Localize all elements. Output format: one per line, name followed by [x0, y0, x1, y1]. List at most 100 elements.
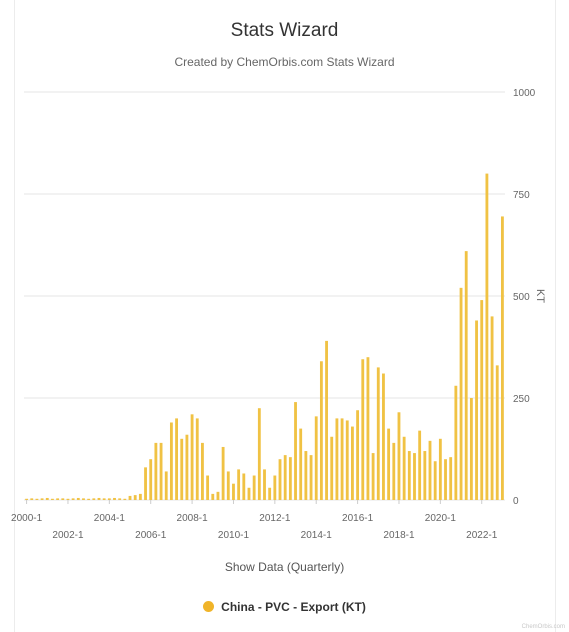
bar-2012-4[interactable]: [288, 457, 292, 500]
bar-2008-4[interactable]: [206, 475, 210, 500]
bar-2000-4[interactable]: [40, 498, 44, 500]
bar-2012-3[interactable]: [283, 455, 287, 500]
bar-2014-3[interactable]: [325, 340, 328, 500]
bar-2015-3[interactable]: [345, 420, 349, 500]
bar-2010-1[interactable]: [232, 483, 235, 500]
bar-2013-3[interactable]: [304, 451, 308, 500]
bar-2007-3[interactable]: [180, 438, 184, 500]
bar-2000-2[interactable]: [30, 498, 34, 500]
bar-2002-4[interactable]: [82, 498, 85, 500]
bar-2013-1[interactable]: [294, 402, 297, 500]
legend-label: China - PVC - Export (KT): [221, 600, 366, 614]
bar-2019-4[interactable]: [433, 461, 437, 500]
bar-2018-1[interactable]: [397, 412, 401, 500]
bar-2017-4[interactable]: [392, 442, 396, 500]
bar-2003-4[interactable]: [102, 498, 106, 500]
bar-2014-2[interactable]: [319, 361, 323, 500]
bar-2006-2[interactable]: [154, 442, 158, 500]
bar-2009-3[interactable]: [221, 446, 225, 500]
bar-2007-1[interactable]: [169, 422, 173, 500]
bar-2012-2[interactable]: [278, 459, 282, 500]
bar-2001-1[interactable]: [45, 497, 49, 500]
bar-2004-2[interactable]: [113, 497, 116, 500]
bar-2002-2[interactable]: [71, 498, 75, 500]
bar-2011-2[interactable]: [257, 408, 261, 500]
bar-2019-2[interactable]: [423, 451, 427, 500]
bar-2011-1[interactable]: [252, 475, 256, 500]
bar-2005-1[interactable]: [128, 495, 132, 500]
bar-2020-4[interactable]: [454, 385, 458, 500]
bar-2017-3[interactable]: [387, 428, 391, 500]
bar-2010-3[interactable]: [242, 473, 246, 500]
bar-2015-4[interactable]: [351, 426, 354, 500]
bar-2021-1[interactable]: [459, 287, 463, 500]
bar-2019-1[interactable]: [418, 430, 422, 500]
legend-item[interactable]: China - PVC - Export (KT): [0, 600, 569, 614]
bar-2015-1[interactable]: [335, 418, 339, 500]
bar-2002-3[interactable]: [76, 497, 80, 500]
bar-2004-1[interactable]: [107, 498, 111, 500]
bar-2006-3[interactable]: [159, 442, 163, 500]
bar-2009-1[interactable]: [211, 493, 215, 500]
bar-series[interactable]: [25, 173, 504, 500]
bar-2011-3[interactable]: [263, 469, 266, 500]
bar-2018-4[interactable]: [413, 453, 416, 500]
bar-2016-2[interactable]: [361, 359, 365, 500]
bar-2004-4[interactable]: [123, 498, 127, 500]
x-tick-label: 2008-1: [177, 513, 209, 524]
bar-2010-2[interactable]: [237, 469, 241, 500]
bar-2000-1[interactable]: [25, 498, 28, 500]
bar-2019-3[interactable]: [428, 440, 432, 500]
bar-2009-2[interactable]: [216, 491, 220, 500]
x-tick-label: 2006-1: [135, 530, 167, 541]
bar-2003-3[interactable]: [97, 497, 101, 500]
bar-2018-3[interactable]: [407, 451, 411, 500]
bar-2022-4[interactable]: [495, 365, 499, 500]
bar-2001-3[interactable]: [56, 498, 60, 500]
bar-2016-1[interactable]: [356, 410, 360, 500]
bar-2003-1[interactable]: [87, 498, 91, 500]
bar-2006-1[interactable]: [149, 459, 153, 500]
bar-2022-3[interactable]: [490, 316, 494, 500]
bar-2001-2[interactable]: [51, 498, 54, 500]
bar-2002-1[interactable]: [66, 498, 70, 500]
bar-2013-2[interactable]: [299, 428, 303, 500]
bar-2000-3[interactable]: [35, 498, 39, 500]
bar-2020-3[interactable]: [449, 457, 453, 500]
bar-2021-4[interactable]: [475, 320, 478, 500]
bar-2007-2[interactable]: [175, 418, 178, 500]
bar-2022-2[interactable]: [485, 173, 489, 500]
bar-2005-3[interactable]: [138, 493, 142, 500]
bar-2023-1[interactable]: [500, 216, 504, 500]
bar-2021-2[interactable]: [464, 251, 468, 500]
bar-2012-1[interactable]: [273, 475, 277, 500]
bar-2009-4[interactable]: [226, 471, 230, 500]
bar-2022-1[interactable]: [480, 300, 484, 500]
bar-2003-2[interactable]: [92, 498, 96, 500]
bar-2017-1[interactable]: [376, 367, 380, 500]
bar-2010-4[interactable]: [247, 487, 251, 500]
bar-2013-4[interactable]: [309, 455, 313, 500]
bar-2015-2[interactable]: [340, 418, 344, 500]
bar-2017-2[interactable]: [382, 373, 385, 500]
bar-2005-2[interactable]: [133, 495, 137, 500]
bar-2016-4[interactable]: [371, 453, 375, 500]
bar-2008-3[interactable]: [201, 442, 204, 500]
bar-2001-4[interactable]: [61, 498, 65, 500]
y-axis: 0 250 500 750 1000: [513, 88, 536, 507]
bar-2004-3[interactable]: [118, 498, 122, 500]
bar-2018-2[interactable]: [402, 436, 406, 500]
bar-2016-3[interactable]: [366, 357, 370, 500]
bar-2011-4[interactable]: [268, 487, 272, 500]
bar-2008-1[interactable]: [190, 414, 194, 500]
bar-2005-4[interactable]: [144, 467, 147, 500]
bar-2008-2[interactable]: [195, 418, 199, 500]
bar-2006-4[interactable]: [164, 471, 168, 500]
y-tick-label: 0: [513, 496, 519, 507]
bar-2007-4[interactable]: [185, 434, 189, 500]
bar-2014-4[interactable]: [330, 436, 334, 500]
bar-2020-2[interactable]: [444, 459, 447, 500]
bar-2020-1[interactable]: [438, 438, 442, 500]
bar-2014-1[interactable]: [314, 416, 318, 500]
bar-2021-3[interactable]: [469, 398, 473, 500]
